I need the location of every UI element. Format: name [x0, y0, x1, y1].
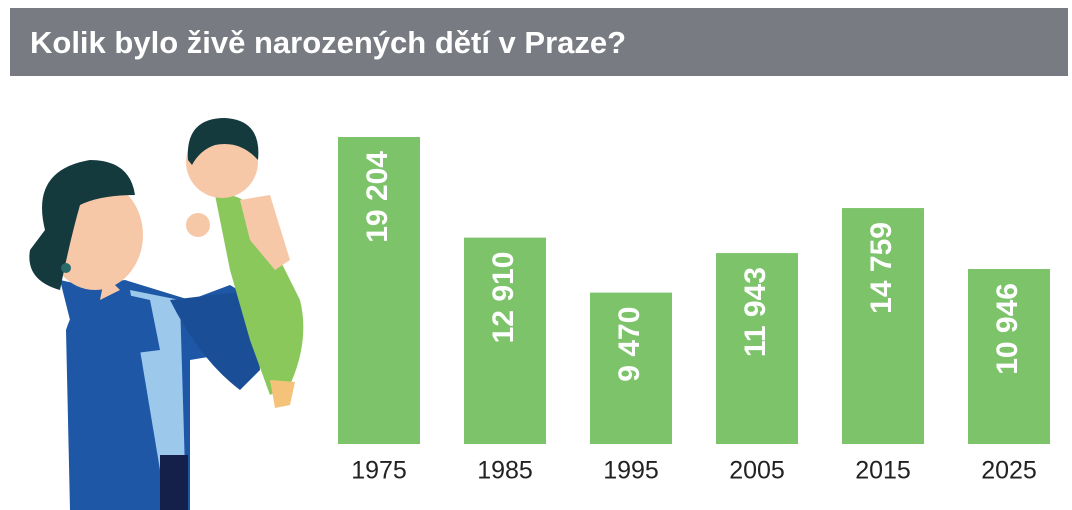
value-label: 12 910	[487, 252, 520, 344]
value-label: 9 470	[613, 307, 646, 382]
x-tick-label: 2025	[981, 457, 1037, 485]
title: Kolik bylo živě narozených dětí v Praze?	[30, 25, 626, 60]
x-tick-label: 1975	[351, 457, 407, 485]
x-tick-label: 2005	[729, 457, 785, 485]
bar	[842, 208, 924, 444]
bar	[716, 253, 798, 444]
x-tick-label: 1985	[477, 457, 533, 485]
value-label: 14 759	[865, 222, 898, 314]
value-label: 19 204	[361, 151, 394, 243]
bar	[590, 292, 672, 444]
value-label: 10 946	[991, 283, 1024, 375]
bar	[338, 137, 420, 444]
x-tick-label: 1995	[603, 457, 659, 485]
value-label: 11 943	[739, 267, 772, 357]
x-tick-label: 2015	[855, 457, 911, 485]
title-band	[10, 8, 1068, 76]
illustration	[29, 118, 304, 510]
bar	[968, 269, 1050, 444]
bar	[464, 237, 546, 444]
